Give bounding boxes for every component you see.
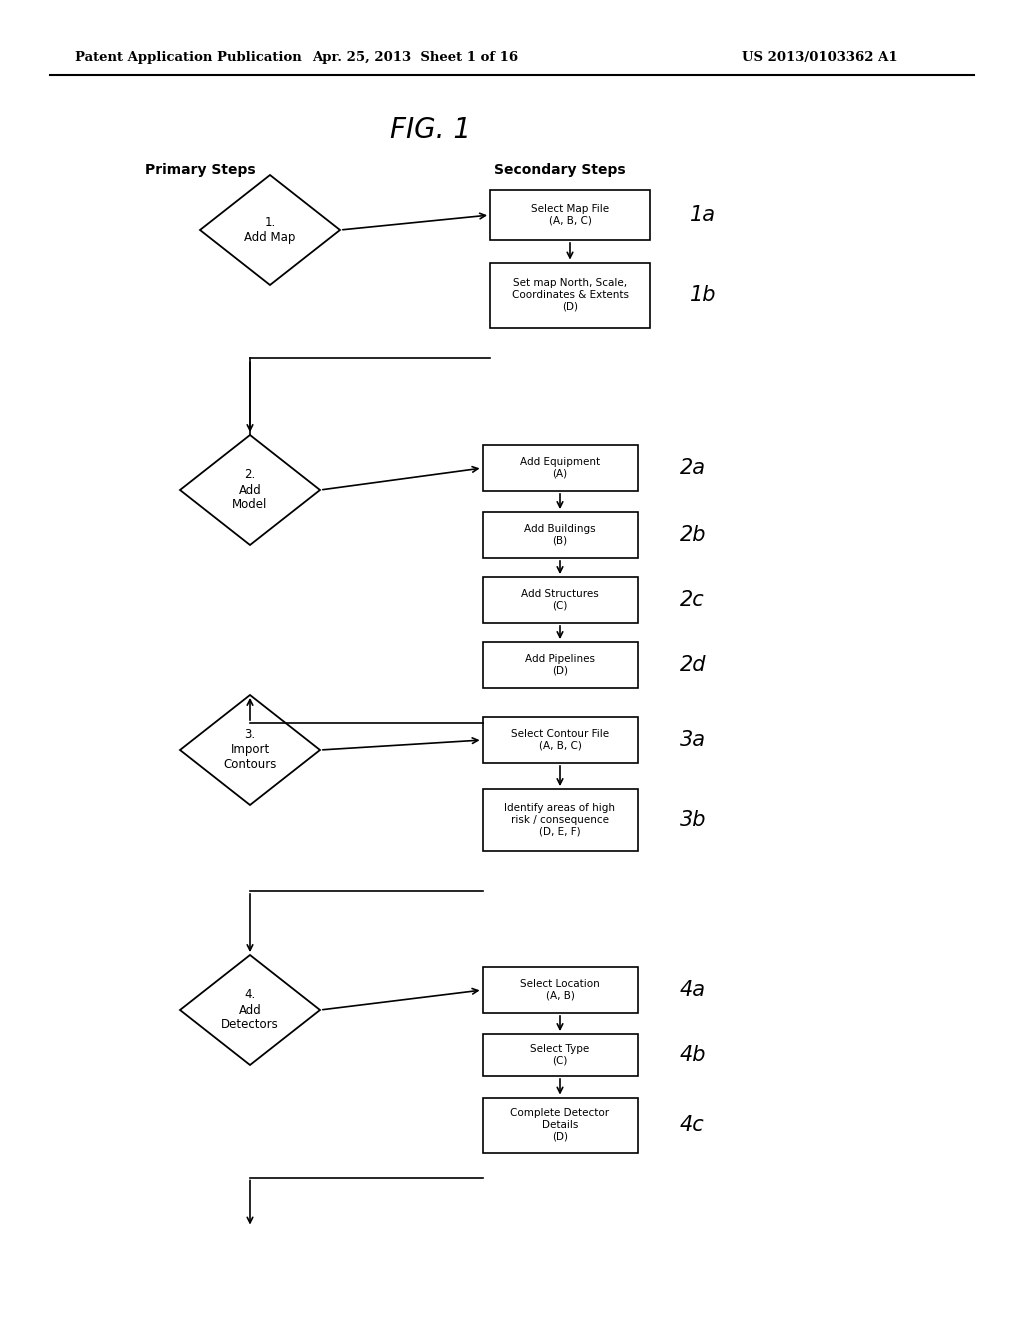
Text: 4a: 4a (680, 979, 706, 1001)
Text: Add Structures
(C): Add Structures (C) (521, 589, 599, 611)
Bar (482, 445, 638, 491)
Text: 2d: 2d (680, 655, 707, 675)
Bar (482, 968, 638, 1012)
Text: Secondary Steps: Secondary Steps (495, 162, 626, 177)
Text: Add Buildings
(B): Add Buildings (B) (524, 524, 596, 545)
Bar (490, 263, 650, 327)
Text: 2.
Add
Model: 2. Add Model (232, 469, 267, 511)
Bar (482, 789, 638, 851)
Text: 3.
Import
Contours: 3. Import Contours (223, 729, 276, 771)
Text: 4.
Add
Detectors: 4. Add Detectors (221, 989, 279, 1031)
Text: Patent Application Publication: Patent Application Publication (75, 51, 302, 65)
Bar (482, 512, 638, 558)
Text: Primary Steps: Primary Steps (144, 162, 255, 177)
Text: 4b: 4b (680, 1045, 707, 1065)
Text: Add Pipelines
(D): Add Pipelines (D) (525, 655, 595, 676)
Text: 1b: 1b (690, 285, 717, 305)
Text: Identify areas of high
risk / consequence
(D, E, F): Identify areas of high risk / consequenc… (505, 804, 615, 837)
Text: Apr. 25, 2013  Sheet 1 of 16: Apr. 25, 2013 Sheet 1 of 16 (312, 51, 518, 65)
Text: Set map North, Scale,
Coordinates & Extents
(D): Set map North, Scale, Coordinates & Exte… (512, 279, 629, 312)
Bar (482, 577, 638, 623)
Text: 1.
Add Map: 1. Add Map (245, 216, 296, 244)
Text: Select Location
(A, B): Select Location (A, B) (520, 979, 600, 1001)
Bar (482, 642, 638, 688)
Text: 2a: 2a (680, 458, 706, 478)
Text: 3a: 3a (680, 730, 706, 750)
Text: FIG. 1: FIG. 1 (389, 116, 470, 144)
Text: Add Equipment
(A): Add Equipment (A) (520, 457, 600, 479)
Bar (482, 1034, 638, 1076)
Text: 1a: 1a (690, 205, 716, 224)
Text: Select Type
(C): Select Type (C) (530, 1044, 590, 1065)
Text: Complete Detector
Details
(D): Complete Detector Details (D) (510, 1109, 609, 1142)
Text: US 2013/0103362 A1: US 2013/0103362 A1 (742, 51, 898, 65)
Text: 2b: 2b (680, 525, 707, 545)
Text: 4c: 4c (680, 1115, 705, 1135)
Text: 3b: 3b (680, 810, 707, 830)
Bar (490, 190, 650, 240)
Text: Select Contour File
(A, B, C): Select Contour File (A, B, C) (511, 729, 609, 751)
Bar (482, 717, 638, 763)
Text: 2c: 2c (680, 590, 705, 610)
Bar (482, 1097, 638, 1152)
Text: Select Map File
(A, B, C): Select Map File (A, B, C) (530, 205, 609, 226)
